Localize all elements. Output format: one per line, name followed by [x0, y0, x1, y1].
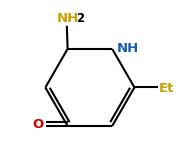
Text: NH: NH — [57, 12, 79, 25]
Text: Et: Et — [159, 82, 175, 95]
Text: NH: NH — [117, 42, 139, 55]
Text: 2: 2 — [76, 12, 84, 25]
Text: O: O — [32, 118, 44, 131]
